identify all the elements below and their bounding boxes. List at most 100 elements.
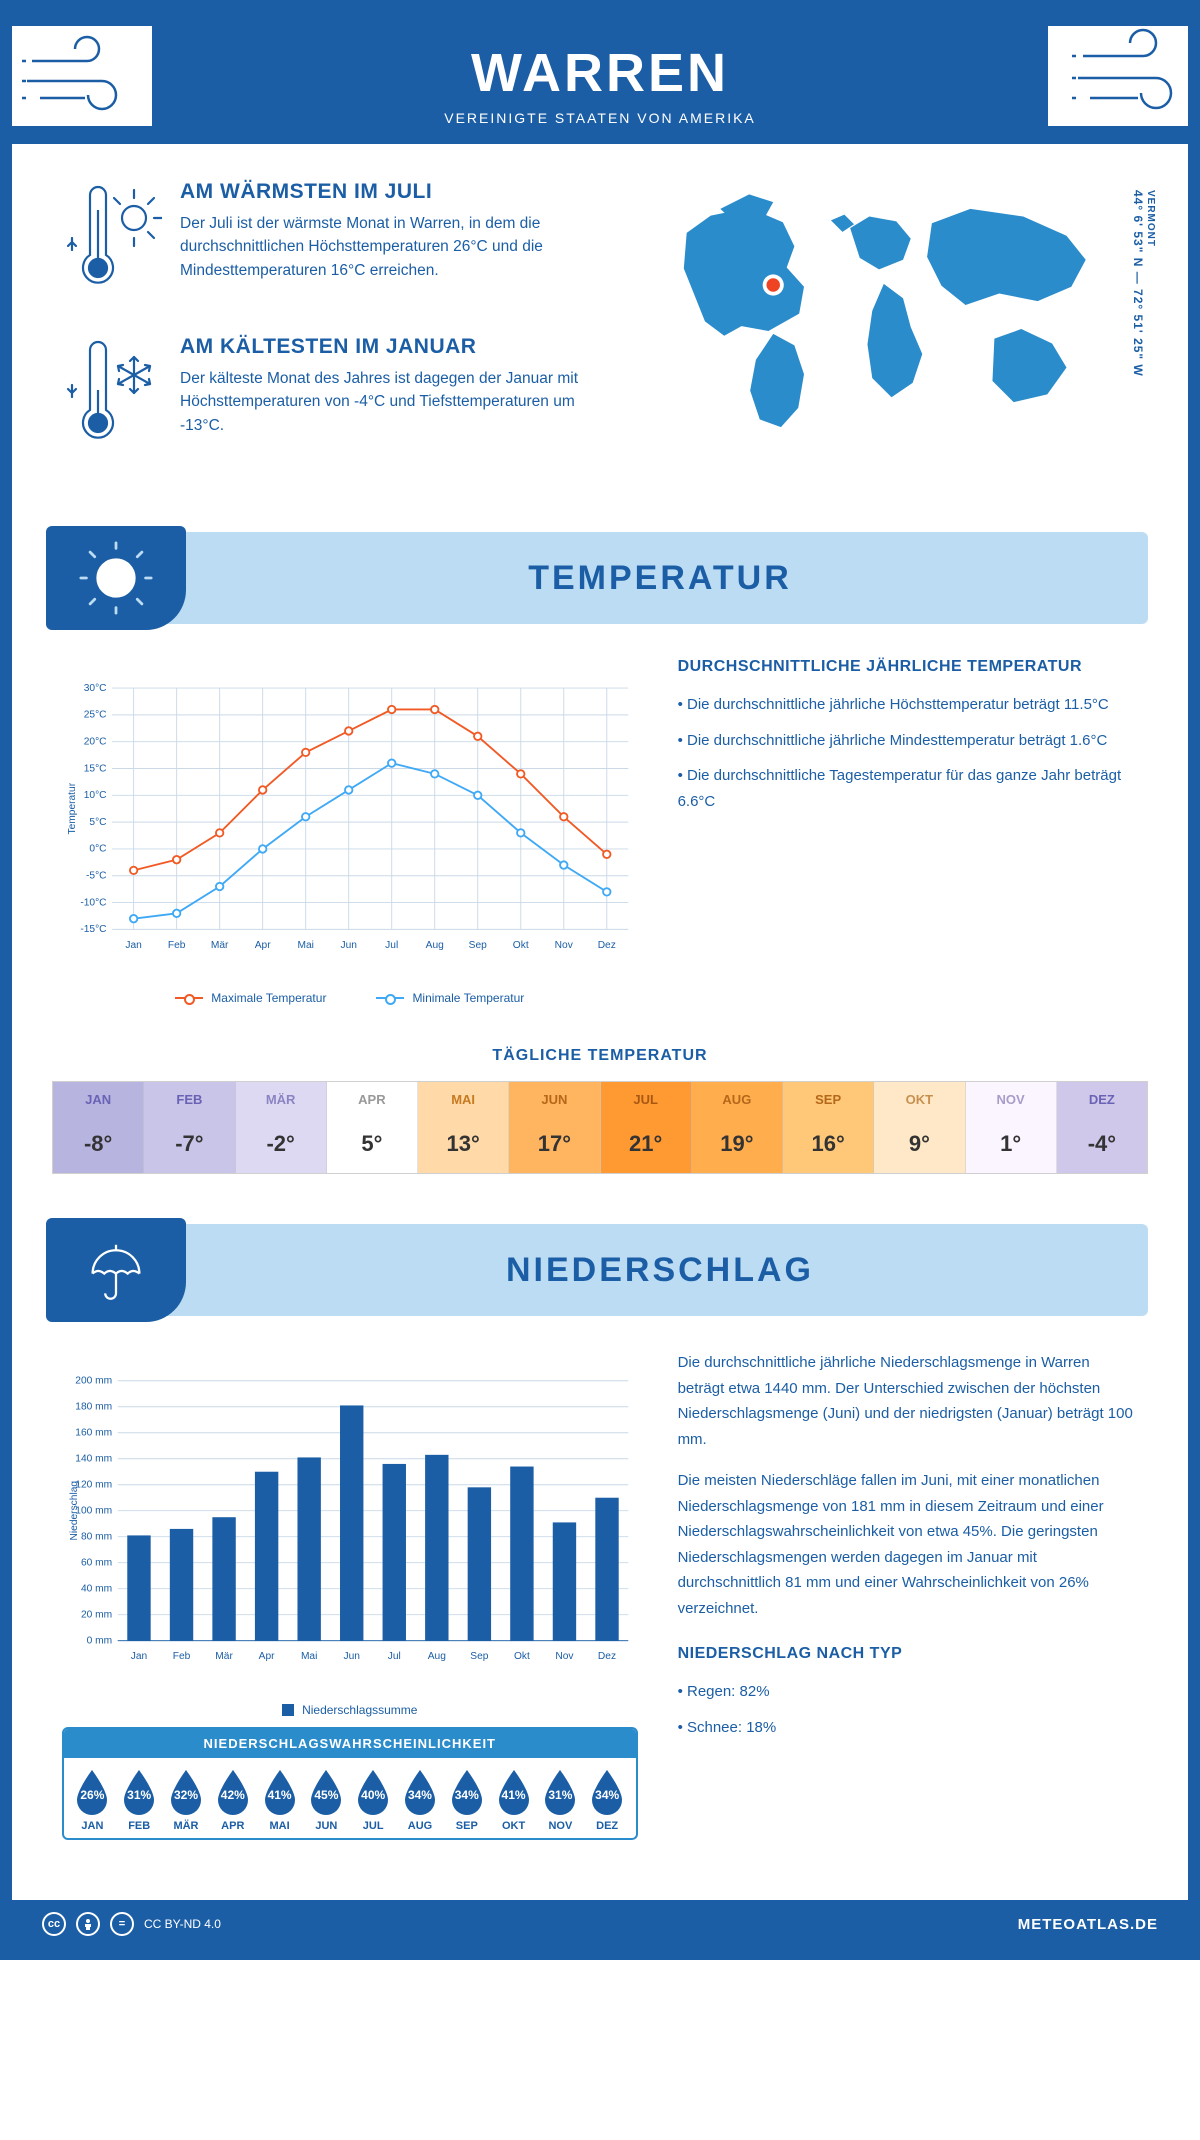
raindrop-icon: 40% bbox=[352, 1768, 394, 1816]
info-item: • Regen: 82% bbox=[678, 1679, 1138, 1705]
temperature-info: DURCHSCHNITTLICHE JÄHRLICHE TEMPERATUR •… bbox=[678, 658, 1138, 824]
daily-temp-cell: FEB-7° bbox=[144, 1082, 235, 1173]
prob-cell: 31% NOV bbox=[538, 1768, 583, 1832]
svg-text:Jul: Jul bbox=[385, 940, 398, 951]
daily-temp-cell: APR5° bbox=[327, 1082, 418, 1173]
svg-text:60 mm: 60 mm bbox=[81, 1557, 112, 1568]
brand: METEOATLAS.DE bbox=[1018, 1916, 1158, 1933]
svg-text:Apr: Apr bbox=[259, 1651, 275, 1662]
svg-text:20°C: 20°C bbox=[84, 736, 107, 747]
daily-temp-cell: JUL21° bbox=[601, 1082, 692, 1173]
svg-text:140 mm: 140 mm bbox=[75, 1454, 112, 1465]
info-item: • Die durchschnittliche Tagestemperatur … bbox=[678, 763, 1138, 814]
raindrop-icon: 34% bbox=[399, 1768, 441, 1816]
svg-text:100 mm: 100 mm bbox=[75, 1506, 112, 1517]
svg-text:-15°C: -15°C bbox=[80, 924, 106, 935]
daily-temp-cell: NOV1° bbox=[966, 1082, 1057, 1173]
precipitation-probability-panel: NIEDERSCHLAGSWAHRSCHEINLICHKEIT 26% JAN … bbox=[62, 1727, 638, 1840]
svg-text:30°C: 30°C bbox=[84, 683, 107, 694]
svg-text:Jun: Jun bbox=[340, 940, 357, 951]
svg-text:Mär: Mär bbox=[215, 1651, 233, 1662]
fact-coldest: AM KÄLTESTEN IM JANUAR Der kälteste Mona… bbox=[62, 335, 580, 460]
svg-text:10°C: 10°C bbox=[84, 790, 107, 801]
raindrop-icon: 41% bbox=[259, 1768, 301, 1816]
sun-icon bbox=[46, 526, 186, 630]
daily-temp-cell: OKT9° bbox=[874, 1082, 965, 1173]
section-banner-precipitation: NIEDERSCHLAG bbox=[52, 1224, 1148, 1316]
svg-text:Nov: Nov bbox=[555, 940, 574, 951]
svg-text:Okt: Okt bbox=[514, 1651, 530, 1662]
svg-text:Feb: Feb bbox=[173, 1651, 191, 1662]
svg-text:Mai: Mai bbox=[301, 1651, 317, 1662]
section-title: TEMPERATUR bbox=[52, 559, 1148, 598]
prob-cell: 40% JUL bbox=[351, 1768, 396, 1832]
page-subtitle: VEREINIGTE STAATEN VON AMERIKA bbox=[32, 110, 1168, 126]
svg-text:Apr: Apr bbox=[255, 940, 271, 951]
svg-text:Sep: Sep bbox=[470, 1651, 488, 1662]
daily-temp-cell: JAN-8° bbox=[53, 1082, 144, 1173]
prob-cell: 45% JUN bbox=[304, 1768, 349, 1832]
svg-text:180 mm: 180 mm bbox=[75, 1402, 112, 1413]
raindrop-icon: 31% bbox=[118, 1768, 160, 1816]
prob-cell: 41% OKT bbox=[491, 1768, 536, 1832]
svg-text:Aug: Aug bbox=[426, 940, 444, 951]
svg-text:Jun: Jun bbox=[343, 1651, 360, 1662]
thermometer-snow-icon bbox=[62, 335, 162, 460]
svg-text:Aug: Aug bbox=[428, 1651, 446, 1662]
svg-text:Jul: Jul bbox=[388, 1651, 401, 1662]
fact-text: Der kälteste Monat des Jahres ist dagege… bbox=[180, 367, 580, 437]
raindrop-icon: 26% bbox=[71, 1768, 113, 1816]
svg-text:120 mm: 120 mm bbox=[75, 1480, 112, 1491]
intro-section: AM WÄRMSTEN IM JULI Der Juli ist der wär… bbox=[52, 144, 1148, 514]
svg-text:5°C: 5°C bbox=[89, 817, 106, 828]
precipitation-bar-chart: 0 mm20 mm40 mm60 mm80 mm100 mm120 mm140 … bbox=[62, 1350, 638, 1870]
daily-temp-cell: MÄR-2° bbox=[236, 1082, 327, 1173]
svg-text:Sep: Sep bbox=[469, 940, 487, 951]
legend-item: Maximale Temperatur bbox=[175, 991, 326, 1005]
header: WARREN VEREINIGTE STAATEN VON AMERIKA bbox=[12, 12, 1188, 144]
section-banner-temperature: TEMPERATUR bbox=[52, 532, 1148, 624]
thermometer-sun-icon bbox=[62, 180, 162, 305]
license: cc = CC BY-ND 4.0 bbox=[42, 1912, 221, 1936]
prob-cell: 32% MÄR bbox=[164, 1768, 209, 1832]
daily-temp-cell: AUG19° bbox=[692, 1082, 783, 1173]
raindrop-icon: 45% bbox=[305, 1768, 347, 1816]
svg-text:80 mm: 80 mm bbox=[81, 1531, 112, 1542]
svg-text:Dez: Dez bbox=[598, 1651, 616, 1662]
svg-text:15°C: 15°C bbox=[84, 763, 107, 774]
world-map: VERMONT 44° 6' 53" N — 72° 51' 25" W bbox=[620, 180, 1138, 490]
svg-text:-10°C: -10°C bbox=[80, 897, 106, 908]
fact-title: AM WÄRMSTEN IM JULI bbox=[180, 180, 580, 204]
daily-temp-cell: MAI13° bbox=[418, 1082, 509, 1173]
svg-text:20 mm: 20 mm bbox=[81, 1609, 112, 1620]
prob-cell: 31% FEB bbox=[117, 1768, 162, 1832]
svg-text:Nov: Nov bbox=[555, 1651, 574, 1662]
svg-text:Okt: Okt bbox=[513, 940, 529, 951]
footer: cc = CC BY-ND 4.0 METEOATLAS.DE bbox=[12, 1900, 1188, 1948]
prob-cell: 26% JAN bbox=[70, 1768, 115, 1832]
daily-temp-cell: SEP16° bbox=[783, 1082, 874, 1173]
svg-text:Temperatur: Temperatur bbox=[67, 782, 78, 834]
raindrop-icon: 34% bbox=[586, 1768, 628, 1816]
coordinates: VERMONT 44° 6' 53" N — 72° 51' 25" W bbox=[1131, 190, 1156, 377]
svg-text:Jan: Jan bbox=[131, 1651, 148, 1662]
by-icon bbox=[76, 1912, 100, 1936]
svg-text:160 mm: 160 mm bbox=[75, 1428, 112, 1439]
section-title: NIEDERSCHLAG bbox=[52, 1251, 1148, 1290]
raindrop-icon: 31% bbox=[539, 1768, 581, 1816]
fact-text: Der Juli ist der wärmste Monat in Warren… bbox=[180, 212, 580, 282]
prob-cell: 34% DEZ bbox=[585, 1768, 630, 1832]
fact-title: AM KÄLTESTEN IM JANUAR bbox=[180, 335, 580, 359]
svg-text:0 mm: 0 mm bbox=[87, 1635, 113, 1646]
daily-temp-cell: DEZ-4° bbox=[1057, 1082, 1147, 1173]
prob-cell: 34% AUG bbox=[398, 1768, 443, 1832]
temperature-line-chart: -15°C-10°C-5°C0°C5°C10°C15°C20°C25°C30°C… bbox=[62, 658, 638, 1005]
raindrop-icon: 42% bbox=[212, 1768, 254, 1816]
page-title: WARREN bbox=[32, 42, 1168, 104]
umbrella-icon bbox=[46, 1218, 186, 1322]
info-item: • Die durchschnittliche jährliche Mindes… bbox=[678, 728, 1138, 754]
svg-text:Jan: Jan bbox=[125, 940, 142, 951]
info-item: • Schnee: 18% bbox=[678, 1715, 1138, 1741]
wind-icon bbox=[12, 26, 152, 126]
wind-icon bbox=[1048, 26, 1188, 126]
